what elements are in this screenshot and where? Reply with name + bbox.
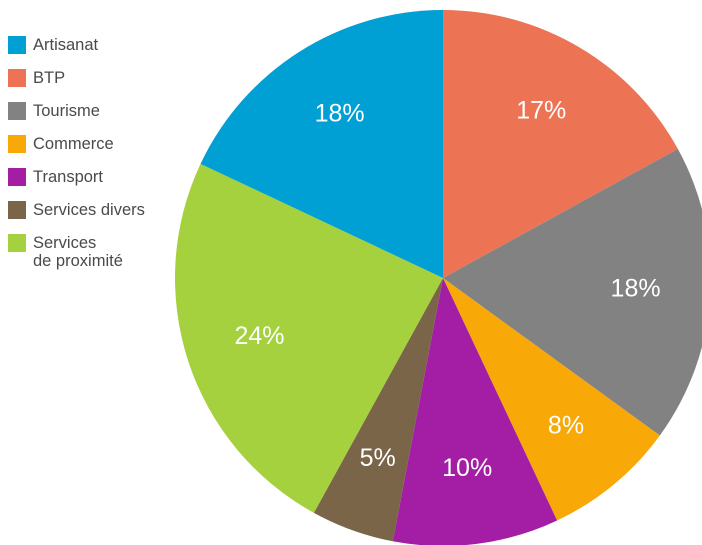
legend-swatch-6 xyxy=(8,234,26,252)
pie-slice-2 xyxy=(443,278,660,521)
pie-slice-5 xyxy=(175,163,443,513)
legend-item-2: Tourisme xyxy=(8,102,100,120)
legend-swatch-1 xyxy=(8,69,26,87)
legend-swatch-3 xyxy=(8,135,26,153)
legend-swatch-5 xyxy=(8,201,26,219)
legend-item-5: Services divers xyxy=(8,201,145,219)
slice-data-label-5: 24% xyxy=(234,322,284,350)
legend-swatch-2 xyxy=(8,102,26,120)
pie-slice-0 xyxy=(443,10,678,278)
slice-data-label-6: 18% xyxy=(315,100,365,128)
slice-data-label-0: 17% xyxy=(516,97,566,125)
legend-item-1: BTP xyxy=(8,69,65,87)
legend-swatch-0 xyxy=(8,36,26,54)
legend-label-5: Services divers xyxy=(33,201,145,219)
pie-slice-4 xyxy=(313,278,443,542)
pie-slice-6 xyxy=(200,10,443,278)
legend-label-0: Artisanat xyxy=(33,36,99,54)
legend-label-1: BTP xyxy=(33,69,66,87)
legend-item-6: Services de proximité xyxy=(8,234,123,270)
legend-item-3: Commerce xyxy=(8,135,114,153)
legend-item-0: Artisanat xyxy=(8,36,98,54)
slice-data-label-1: 18% xyxy=(611,275,661,303)
legend-label-4: Transport xyxy=(33,168,103,186)
legend-label-6: Services de proximité xyxy=(33,234,123,270)
slice-data-label-4: 5% xyxy=(360,444,396,472)
pie-slice-1 xyxy=(443,148,702,436)
slice-data-label-3: 10% xyxy=(442,454,492,482)
pie-slice-3 xyxy=(392,278,558,545)
legend-label-3: Commerce xyxy=(33,135,114,153)
legend-swatch-4 xyxy=(8,168,26,186)
legend-item-4: Transport xyxy=(8,168,103,186)
legend-label-2: Tourisme xyxy=(33,102,100,120)
slice-data-label-2: 8% xyxy=(548,411,584,439)
